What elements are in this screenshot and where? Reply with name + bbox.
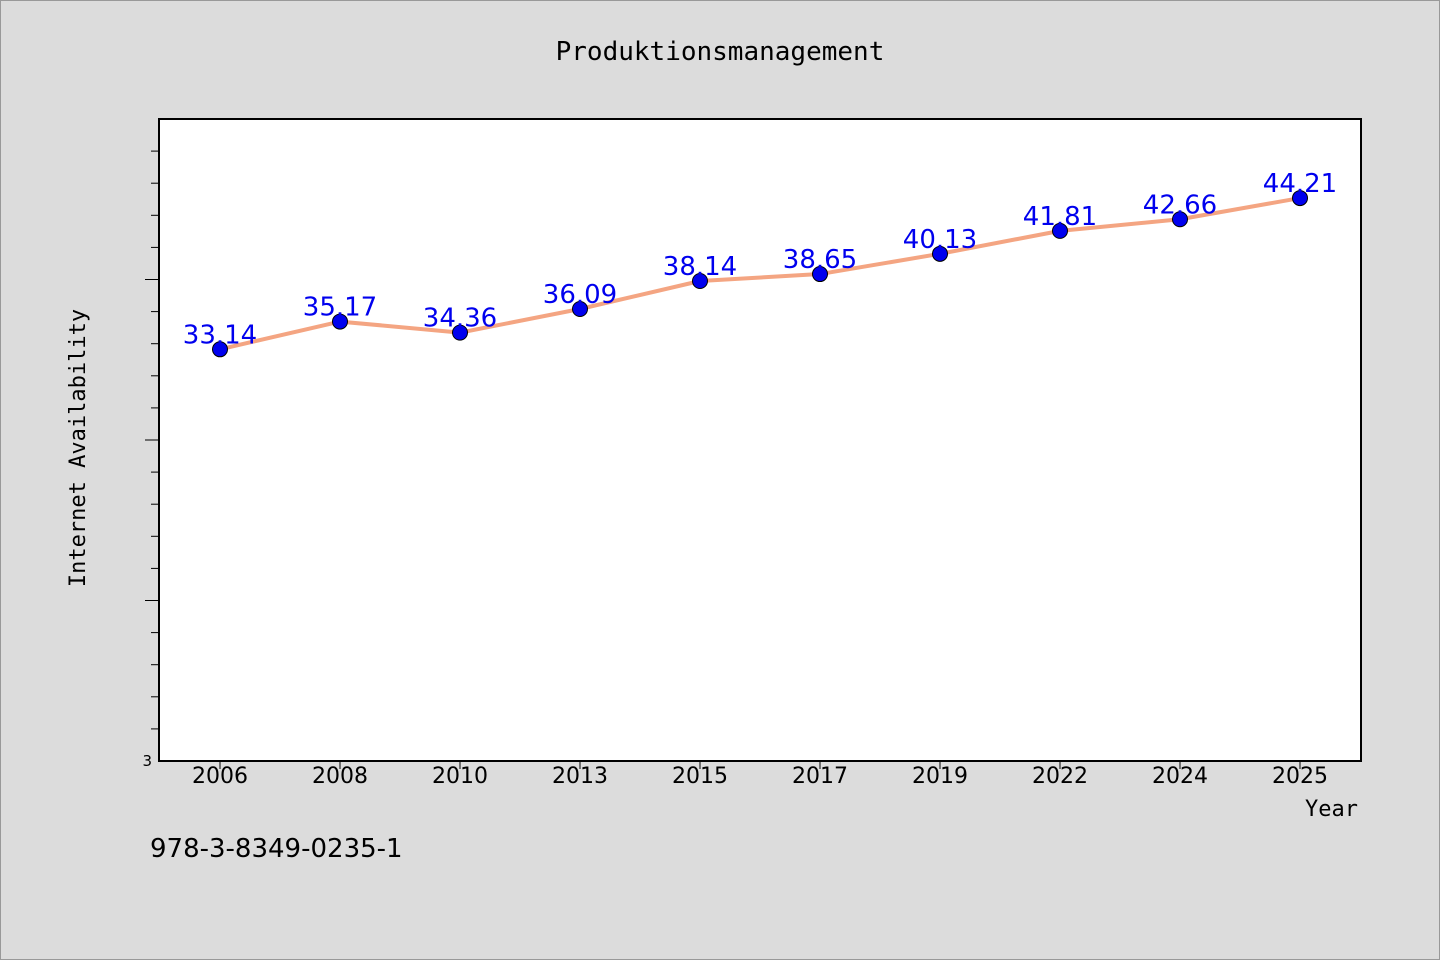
data-label: 41.81 (1023, 202, 1097, 232)
series-layer: 33.14 35.17 34.36 36.09 38.14 38.65 40.13 41.81… (183, 169, 1337, 358)
data-point (1292, 190, 1308, 207)
data-label: 38.65 (783, 245, 857, 275)
data-label: 42.66 (1143, 190, 1217, 220)
data-point (1052, 222, 1068, 239)
data-label: 33.14 (183, 320, 257, 350)
data-label: 35.17 (303, 293, 377, 323)
x-tick-label: 2024 (1152, 764, 1208, 789)
series-line (218, 196, 1302, 352)
x-axis-ticks: 2006 2008 2010 2013 2015 2017 2019 2022 2024 2025 (192, 761, 1328, 789)
data-point (332, 313, 348, 330)
x-tick-label: 2008 (312, 764, 368, 789)
chart-title: Produktionsmanagement (556, 37, 885, 67)
y-tick-label: 3 (142, 752, 152, 770)
x-tick-label: 2013 (552, 764, 608, 789)
plot-area (158, 118, 1362, 762)
data-label: 36.09 (543, 280, 617, 310)
data-point (452, 324, 468, 341)
x-tick-label: 2019 (912, 764, 968, 789)
isbn-code: 978-3-8349-0235-1 (150, 834, 403, 864)
y-axis-label: Internet Availability (66, 309, 91, 587)
data-label: 38.14 (663, 252, 737, 282)
x-tick-label: 2006 (192, 764, 248, 789)
data-point (692, 273, 708, 290)
data-point (212, 341, 228, 358)
x-tick-label: 2017 (792, 764, 848, 789)
data-label: 34.36 (423, 304, 497, 334)
y-axis-ticks (145, 150, 159, 730)
data-label: 44.21 (1263, 169, 1337, 199)
x-axis-label: Year (1305, 797, 1358, 822)
data-point (572, 301, 588, 318)
x-tick-label: 2025 (1272, 764, 1328, 789)
data-point (1172, 211, 1188, 228)
data-label: 40.13 (903, 225, 977, 255)
x-tick-label: 2015 (672, 764, 728, 789)
data-point (812, 266, 828, 283)
x-tick-label: 2022 (1032, 764, 1088, 789)
x-tick-label: 2010 (432, 764, 488, 789)
data-point (932, 245, 948, 262)
